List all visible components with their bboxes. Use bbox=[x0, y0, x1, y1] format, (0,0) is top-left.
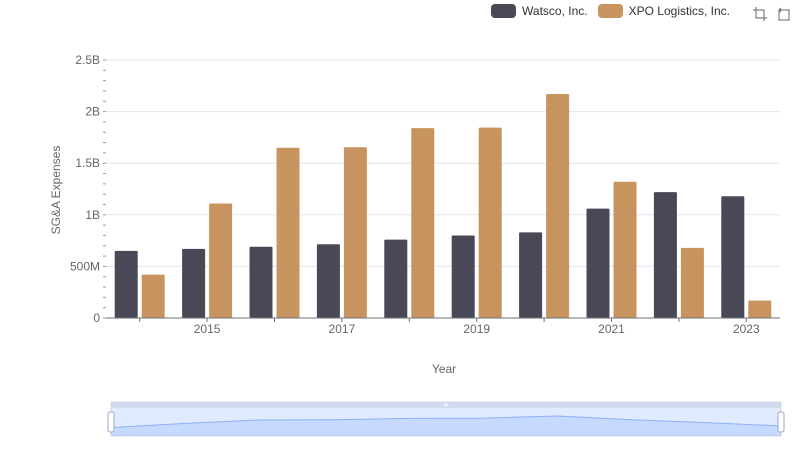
slider-grip bbox=[442, 402, 450, 408]
toolbox bbox=[752, 6, 792, 22]
bar-xpo-2016[interactable] bbox=[276, 147, 300, 318]
legend-swatch-xpo bbox=[597, 4, 623, 18]
y-tick-label: 2.5B bbox=[75, 53, 100, 67]
bars[interactable] bbox=[114, 94, 772, 318]
y-tick-label: 500M bbox=[70, 259, 100, 273]
bar-watsco-2015[interactable] bbox=[182, 248, 206, 318]
bar-xpo-2023[interactable] bbox=[748, 300, 772, 318]
bar-watsco-2014[interactable] bbox=[114, 250, 138, 318]
x-axis-title: Year bbox=[431, 362, 457, 376]
restore-icon[interactable] bbox=[776, 6, 792, 22]
bar-xpo-2019[interactable] bbox=[478, 127, 502, 318]
grid-lines bbox=[106, 59, 780, 319]
x-axis: 2015 2017 2019 2021 2023 bbox=[106, 317, 780, 336]
x-tick-label: 2021 bbox=[598, 322, 625, 336]
y-tick-label: 1B bbox=[85, 208, 100, 222]
bar-watsco-2021[interactable] bbox=[586, 208, 610, 318]
y-tick-label: 1.5B bbox=[75, 156, 100, 170]
bar-xpo-2022[interactable] bbox=[680, 247, 704, 318]
bar-xpo-2017[interactable] bbox=[343, 147, 367, 318]
slider-handle-left[interactable] bbox=[107, 411, 115, 433]
bar-watsco-2019[interactable] bbox=[451, 235, 475, 318]
slider-preview-area bbox=[111, 416, 781, 436]
bar-xpo-2018[interactable] bbox=[411, 128, 435, 318]
slider-preview-line bbox=[110, 415, 782, 429]
legend-item-watsco[interactable]: Watsco, Inc. bbox=[491, 4, 588, 18]
bar-watsco-2016[interactable] bbox=[249, 246, 273, 318]
legend-label-watsco: Watsco, Inc. bbox=[522, 4, 588, 18]
bar-xpo-2020[interactable] bbox=[546, 94, 570, 318]
legend-swatch-watsco bbox=[491, 4, 517, 18]
bar-watsco-2018[interactable] bbox=[384, 239, 408, 318]
y-tick-label: 2B bbox=[85, 105, 100, 119]
zoom-icon[interactable] bbox=[752, 6, 768, 22]
bar-xpo-2014[interactable] bbox=[141, 274, 165, 318]
bar-xpo-2021[interactable] bbox=[613, 181, 637, 318]
x-tick-label: 2017 bbox=[329, 322, 356, 336]
x-tick-label: 2019 bbox=[463, 322, 490, 336]
bar-watsco-2017[interactable] bbox=[316, 244, 340, 318]
slider-handle-right[interactable] bbox=[777, 411, 785, 433]
legend: Watsco, Inc. XPO Logistics, Inc. bbox=[491, 4, 730, 18]
bar-xpo-2015[interactable] bbox=[209, 203, 233, 318]
data-zoom-slider[interactable] bbox=[107, 401, 785, 437]
bar-watsco-2023[interactable] bbox=[721, 196, 745, 318]
x-tick-label: 2015 bbox=[194, 322, 221, 336]
y-axis-title: SG&A Expenses bbox=[49, 145, 63, 235]
bar-watsco-2020[interactable] bbox=[519, 232, 543, 318]
x-tick-label: 2023 bbox=[733, 322, 760, 336]
legend-label-xpo: XPO Logistics, Inc. bbox=[628, 4, 730, 18]
y-tick-label: 0 bbox=[93, 311, 100, 325]
y-axis: 0 500M 1B 1.5B 2B 2.5B bbox=[70, 53, 106, 325]
bar-watsco-2022[interactable] bbox=[653, 192, 677, 318]
legend-item-xpo[interactable]: XPO Logistics, Inc. bbox=[597, 4, 730, 18]
